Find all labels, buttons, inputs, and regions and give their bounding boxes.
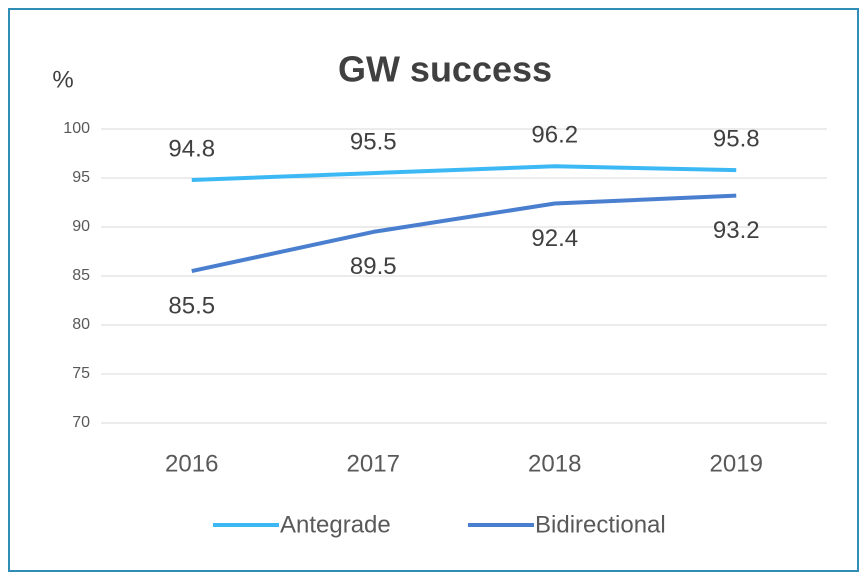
data-label: 95.5 [350,128,397,155]
y-axis-label: % [52,66,73,93]
series-line [191,193,737,274]
y-tick-label: 80 [72,316,90,333]
data-label: 94.8 [168,135,215,162]
x-tick-label: 2017 [347,450,400,477]
data-label: 85.5 [168,292,215,319]
chart-title: GW success [338,49,552,90]
legend-label: Antegrade [280,511,391,538]
data-label: 96.2 [531,122,578,149]
data-label: 92.4 [531,225,578,252]
y-tick-label: 90 [72,218,90,235]
x-tick-label: 2019 [710,450,763,477]
y-tick-label: 100 [63,120,90,137]
data-label: 93.2 [713,217,760,244]
series-line [191,164,737,182]
chart-frame [8,8,859,572]
y-tick-label: 75 [72,365,90,382]
y-tick-label: 95 [72,169,90,186]
x-tick-label: 2018 [528,450,581,477]
y-tick-label: 85 [72,267,90,284]
data-label: 89.5 [350,253,397,280]
x-tick-label: 2016 [165,450,218,477]
y-tick-label: 70 [72,414,90,431]
data-label: 95.8 [713,126,760,153]
legend-label: Bidirectional [535,511,666,538]
